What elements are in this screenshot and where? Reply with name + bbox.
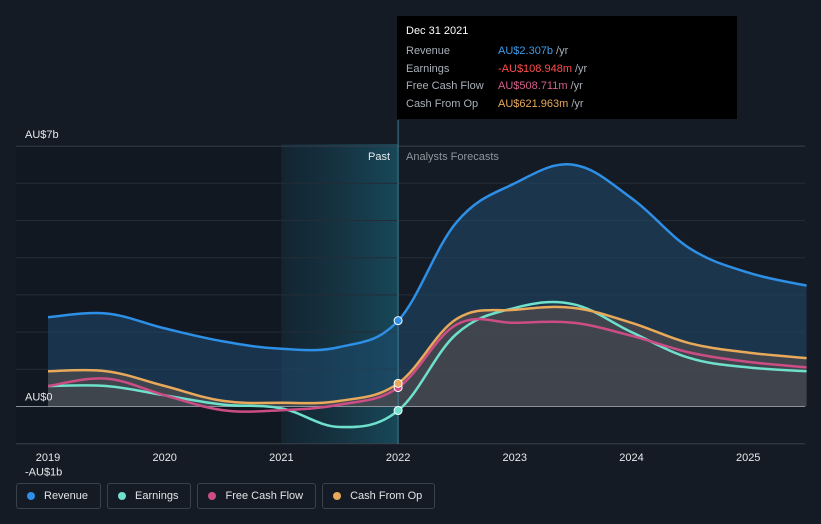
y-tick-label: -AU$1b [25,467,62,479]
legend-item-free-cash-flow[interactable]: Free Cash Flow [197,483,317,509]
forecast-label: Analysts Forecasts [406,151,499,163]
legend-item-earnings[interactable]: Earnings [107,483,192,509]
x-tick-label: 2022 [386,452,410,464]
series-markers [393,316,403,416]
legend-item-cash-from-op[interactable]: Cash From Op [322,483,436,509]
axis-tick-labels: AU$7b AU$0 -AU$1b 2019 2020 2021 2022 2023 2024 2… [25,129,760,479]
x-tick-label: 2025 [736,452,760,464]
tooltip-label: Earnings [406,62,450,75]
tooltip-value: AU$2.307b [498,45,554,57]
tooltip-label: Free Cash Flow [406,80,484,92]
y-tick-label: AU$7b [25,129,59,141]
tooltip-unit: /yr [571,97,584,110]
series-marker [393,378,403,388]
tooltip-row-earnings: Earnings -AU$108.948m /yr [406,61,728,79]
y-tick-label: AU$0 [25,392,53,404]
x-tick-label: 2021 [269,452,293,464]
series-line [47,305,807,405]
legend-label: Cash From Op [350,490,423,502]
tooltip-value: -AU$108.948m [498,62,572,75]
tooltip-row-revenue: Revenue AU$2.307b /yr [406,43,728,61]
tooltip-value: AU$508.711m [498,80,568,92]
legend-label: Revenue [44,490,89,502]
tooltip-label: Cash From Op [406,97,479,110]
past-label: Past [368,151,390,163]
series-marker [393,406,403,416]
series-lines [47,163,807,429]
legend-label: Free Cash Flow [225,490,304,502]
data-tooltip: Dec 31 2021 Revenue AU$2.307b /yr Earnin… [397,16,737,119]
tooltip-unit: /yr [556,45,569,57]
series-line [47,163,807,352]
tooltip-row-free-cash-flow: Free Cash Flow AU$508.711m /yr [406,78,728,96]
legend-dot-icon [208,492,217,500]
legend-dot-icon [27,492,35,500]
x-tick-label: 2019 [36,452,60,464]
series-line [47,300,807,429]
tooltip-row-cash-from-op: Cash From Op AU$621.963m /yr [406,96,728,114]
tooltip-unit: /yr [570,80,583,92]
x-tick-label: 2023 [503,452,527,464]
legend-item-revenue[interactable]: Revenue [16,483,102,509]
legend-dot-icon [118,492,127,500]
series-line [47,317,807,413]
tooltip-unit: /yr [575,62,588,75]
x-tick-label: 2024 [619,452,643,464]
legend: Revenue Earnings Free Cash Flow Cash Fro… [16,483,441,509]
x-tick-label: 2020 [152,452,176,464]
legend-label: Earnings [135,490,179,502]
series-marker [393,316,403,326]
tooltip-label: Revenue [406,45,451,57]
tooltip-date: Dec 31 2021 [406,25,469,37]
legend-dot-icon [333,492,342,500]
tooltip-value: AU$621.963m [498,97,569,110]
